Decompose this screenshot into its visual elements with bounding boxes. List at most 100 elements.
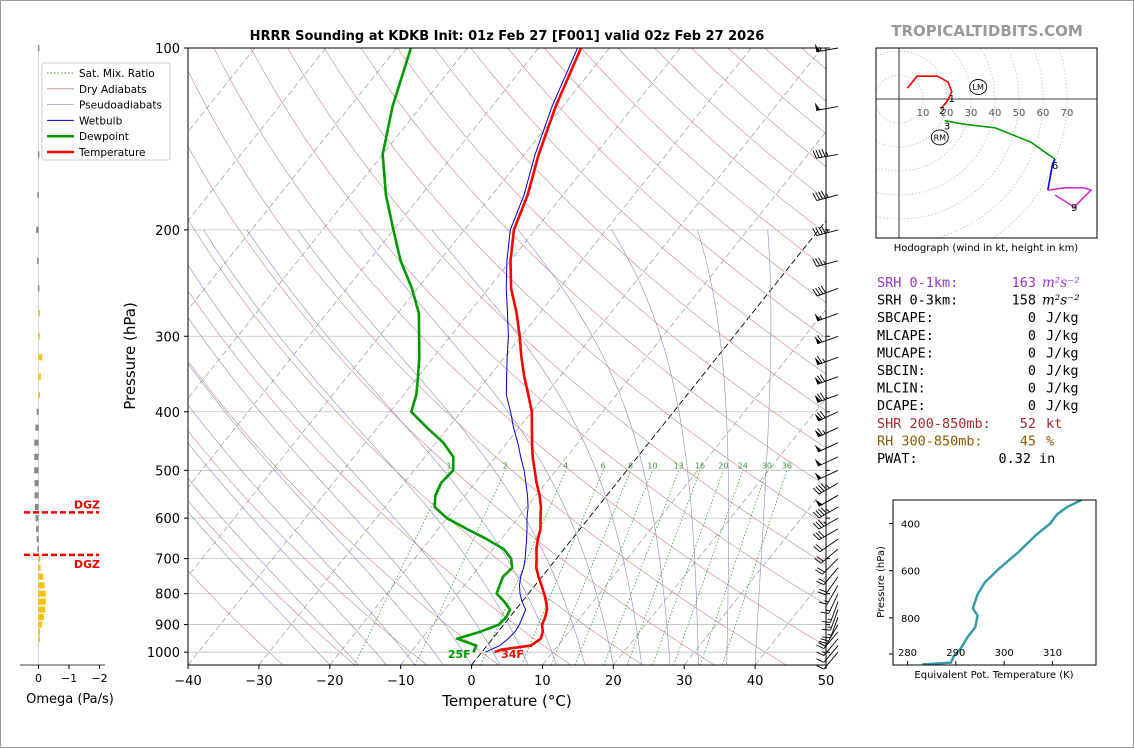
omega-bar [37,44,40,52]
wind-barb [812,148,839,159]
wind-barb [812,285,839,297]
dry-adiabat [507,48,826,339]
mixing-ratio-line [699,470,768,665]
y-tick-label: 500 [155,464,180,479]
omega-panel: 0 −1 −2 DGZ DGZ [20,44,108,685]
hodograph-ring-label: 70 [1061,108,1074,119]
theta-e-y-tick-label: 600 [901,567,920,578]
wind-barb [812,517,839,530]
dry-adiabat [188,290,571,665]
index-label: SRH 0-3km: [877,293,958,309]
index-unit: J/kg [1046,328,1079,344]
wind-barb [814,456,839,467]
index-unit: J/kg [1046,398,1079,414]
wind-barb [814,356,839,366]
omega-bar [34,453,39,460]
isotherm [329,48,823,665]
index-label: SBCAPE: [877,310,934,326]
moist-adiabat [188,477,359,665]
wind-barb [814,43,839,53]
x-tick-label: −40 [174,674,201,689]
moist-adiabat [297,229,586,665]
wind-barb [816,645,839,663]
dry-adiabat [188,145,715,665]
x-tick-label: 20 [605,674,622,689]
wind-barb [820,593,839,615]
index-value: 158 [1012,293,1036,309]
y-tick-label: 400 [155,406,180,421]
omega-bar [38,391,40,398]
omega-bar [38,573,44,580]
omega-bar [38,621,43,628]
hodograph-ring-label: 50 [1013,108,1026,119]
x-tick-label: −30 [245,674,272,689]
isotherm [613,397,826,665]
index-unit: m²s⁻² [1042,275,1080,291]
hodograph-height-label: 9 [1071,203,1077,214]
mixing-ratio-label: 8 [628,461,633,470]
temperature-line [494,48,583,654]
omega-bar [36,408,39,415]
wind-barb [814,313,839,322]
storm-motion-marker [969,79,988,95]
dry-adiabat [188,69,787,665]
wind-barb [814,427,839,438]
mixing-ratio-line [353,470,450,665]
mixing-ratio-label: 6 [601,461,606,470]
hodograph-segment [944,119,1056,160]
omega-bar [38,333,40,340]
wind-barb [814,494,839,507]
omega-bar [35,515,39,522]
x-tick-label: −20 [316,674,343,689]
mixing-ratio-label: 13 [674,461,684,470]
y-tick-label: 200 [155,224,180,239]
omega-bar [37,151,40,158]
wind-barb [818,585,839,605]
omega-bar [36,536,39,543]
isotherm [542,309,826,665]
omega-bar [36,525,39,532]
theta-e-y-tick-label: 800 [901,614,920,625]
x-tick-label: −10 [387,674,414,689]
hodograph-height-label: 2 [939,106,945,117]
mixing-ratio-line [414,470,506,665]
dgz-label: DGZ [74,498,100,511]
moist-adiabat [188,363,444,665]
wind-barb [814,374,839,385]
sounding-indices: SRH 0-1km: 163 m²s⁻² SRH 0-3km: 158 m²s⁻² SBCA… [877,275,1080,467]
omega-bar [38,614,44,621]
wind-barb [822,601,839,623]
wind-barb [818,624,839,645]
wind-barb [812,257,839,267]
hodograph-frame [875,47,1098,239]
isotherm [400,131,826,665]
hodograph-grid: 10 20 30 40 50 60 70 [876,48,1097,238]
theta-e-plot [921,500,1083,665]
dry-adiabat [801,48,826,70]
omega-bar [38,598,46,605]
legend-entry: Pseudoadiabats [79,100,162,112]
wind-barb [816,638,839,656]
mixing-ratio-line [721,470,788,665]
isotherm [258,48,752,665]
index-unit: % [1046,433,1054,449]
index-value: 0 [1028,328,1036,344]
index-value: 0.32 [998,451,1031,467]
x-tick-label: 40 [747,674,764,689]
dgz-label: DGZ [74,558,100,571]
index-unit: kt [1046,416,1062,432]
theta-e-x-tick-label: 290 [946,648,965,659]
omega-bar [38,590,46,597]
hodograph-ring-label: 40 [989,108,1002,119]
y-tick-label: 300 [155,330,180,345]
dry-adiabat [397,48,826,449]
dry-adiabat [360,48,826,487]
wind-barb [817,576,839,596]
hodograph-segment [1047,187,1093,209]
moist-adiabat [203,229,529,665]
hodograph-segment [906,75,953,110]
moist-adiabat [188,316,472,665]
theta-e-panel: 280 290 300 310 400 600 800 [889,500,1083,665]
isotherm [188,48,539,488]
